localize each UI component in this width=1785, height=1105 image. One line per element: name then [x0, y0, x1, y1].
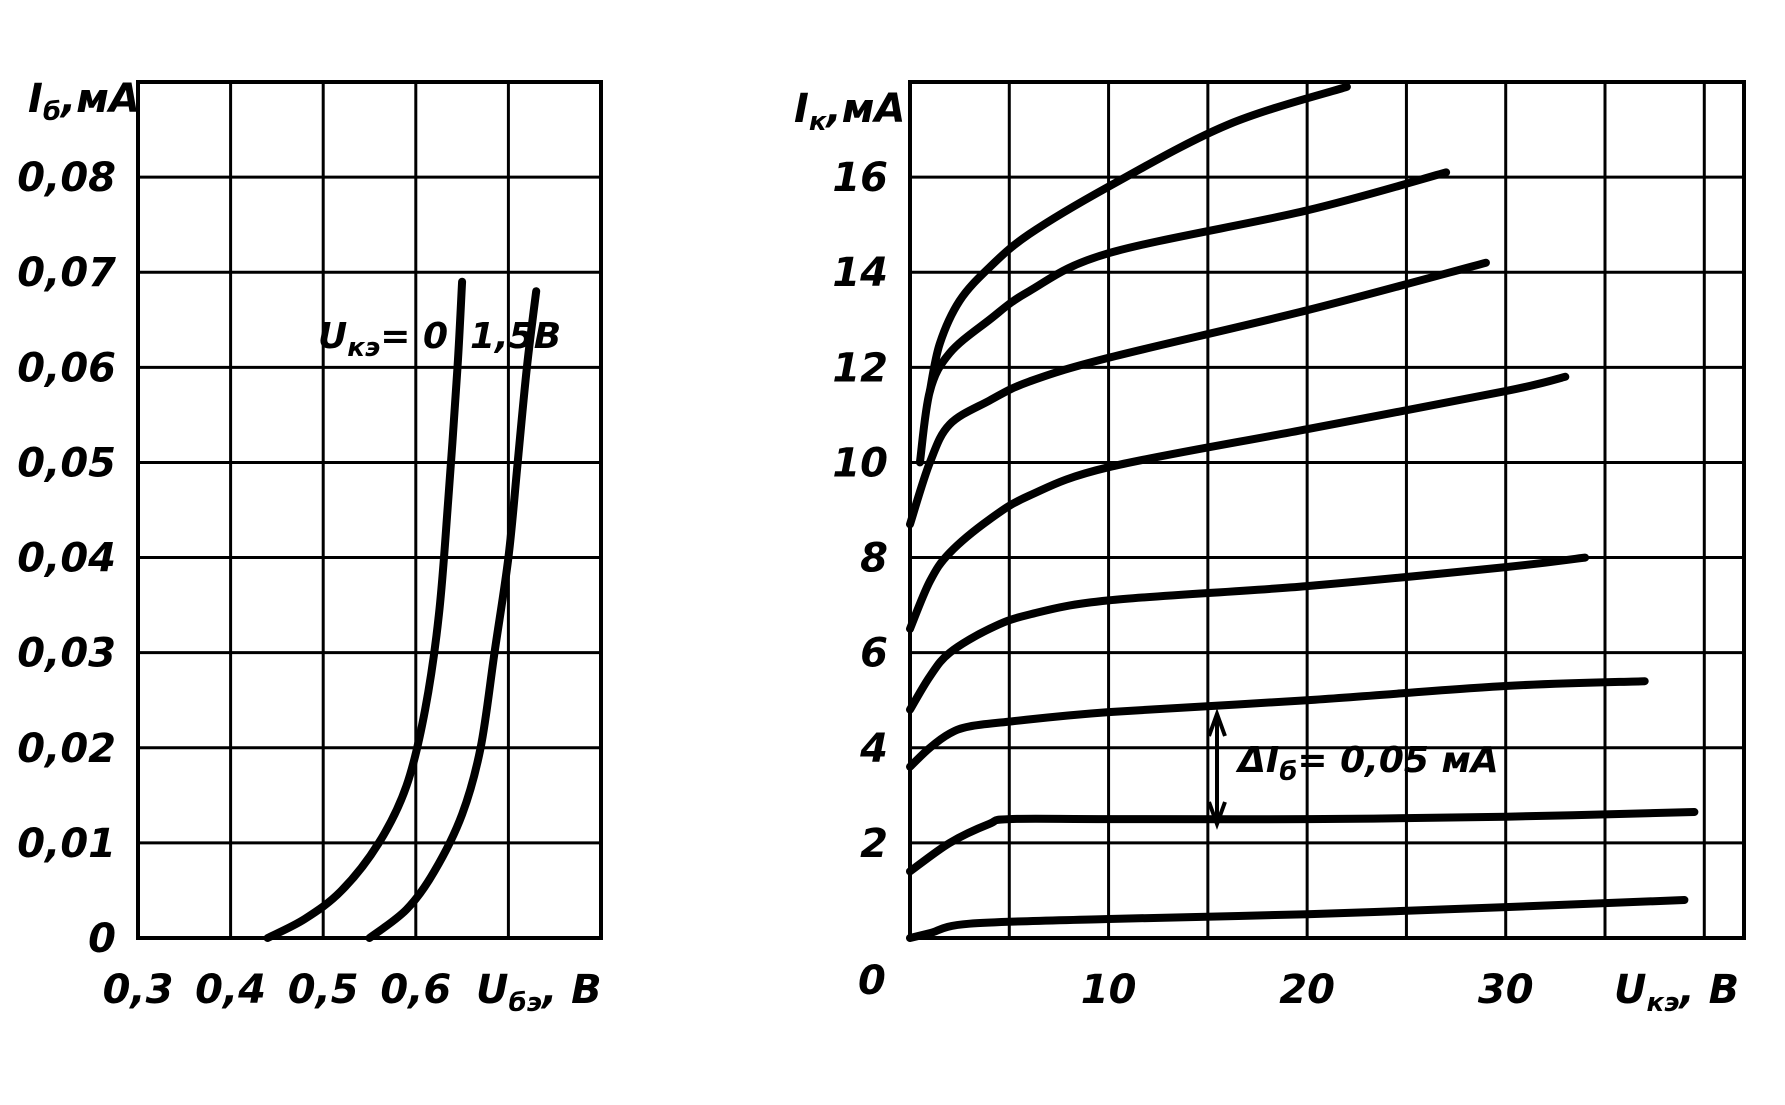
right-curve-7 — [925, 82, 1351, 396]
annotation-1-5v: 1,5В — [470, 316, 561, 357]
left-ytick-label: 0,08 — [17, 155, 116, 201]
right-curve-3 — [906, 553, 1590, 714]
left-curve-1 — [365, 287, 541, 942]
left-y-ticks: 0 0,01 0,02 0,03 0,04 0,05 0,06 0,07 0,08 — [17, 155, 116, 962]
right-ytick-label: 12 — [832, 345, 888, 391]
left-xtick-label: 0,5 — [288, 967, 359, 1013]
left-ytick-label: 0,05 — [17, 440, 116, 486]
left-ytick-label: 0,06 — [17, 345, 116, 391]
right-curves — [906, 82, 1699, 942]
right-origin-zero: 0 — [858, 958, 886, 1004]
right-ytick-label: 4 — [859, 726, 888, 772]
left-ytick-label: 0,01 — [17, 821, 116, 867]
left-chart: 0 0,01 0,02 0,03 0,04 0,05 0,06 0,07 0,08 0,3 0,4… — [17, 76, 603, 1018]
right-ytick-label: 16 — [832, 155, 888, 201]
annotation-delta-ib: ΔIб= 0,05 мА — [1235, 740, 1499, 787]
left-x-ticks: 0,3 0,4 0,5 0,6 — [103, 967, 452, 1013]
left-xtick-label: 0,3 — [103, 967, 174, 1013]
right-plot-frame — [908, 80, 1746, 940]
left-x-axis-label: Uбэ, В — [476, 967, 602, 1018]
left-grid — [136, 80, 603, 940]
right-xtick-label: 10 — [1081, 967, 1137, 1013]
left-ytick-label: 0,03 — [17, 631, 116, 677]
right-ytick-label: 8 — [860, 536, 888, 582]
right-ytick-label: 2 — [860, 821, 888, 867]
right-y-axis-label: Iк,мА — [794, 86, 905, 137]
right-ytick-label: 14 — [832, 250, 888, 296]
right-curve-2 — [906, 677, 1649, 771]
right-ytick-label: 6 — [860, 631, 888, 677]
right-grid — [908, 80, 1744, 940]
delta-ib-arrow — [1207, 708, 1227, 830]
left-xtick-label: 0,4 — [195, 967, 266, 1013]
left-ytick-label: 0,02 — [17, 726, 116, 772]
left-curves — [263, 277, 541, 942]
left-ytick-label: 0,04 — [17, 536, 116, 582]
annotation-ukz-zero: Uкэ= 0 — [318, 316, 448, 363]
right-curve-0 — [906, 896, 1689, 942]
left-xtick-label: 0,6 — [380, 967, 451, 1013]
left-y-axis-label: Iб,мА — [28, 76, 140, 127]
right-chart: 2 4 6 8 10 12 14 16 10 20 30 0 Iк,мА Uкэ, В ΔIб= … — [794, 80, 1746, 1018]
left-curve-0 — [263, 277, 467, 942]
right-x-axis-label: Uкэ, В — [1614, 967, 1739, 1018]
right-y-ticks: 2 4 6 8 10 12 14 16 — [832, 155, 888, 867]
left-plot-frame — [136, 80, 603, 940]
right-x-ticks: 10 20 30 — [1081, 967, 1534, 1013]
right-xtick-label: 30 — [1478, 967, 1534, 1013]
left-ytick-label: 0,07 — [17, 250, 116, 296]
left-ytick-label: 0 — [88, 916, 116, 962]
right-ytick-label: 10 — [832, 440, 888, 486]
right-curve-1 — [906, 808, 1699, 876]
right-curve-5 — [906, 258, 1490, 529]
right-curve-4 — [906, 372, 1570, 633]
right-xtick-label: 20 — [1279, 967, 1335, 1013]
